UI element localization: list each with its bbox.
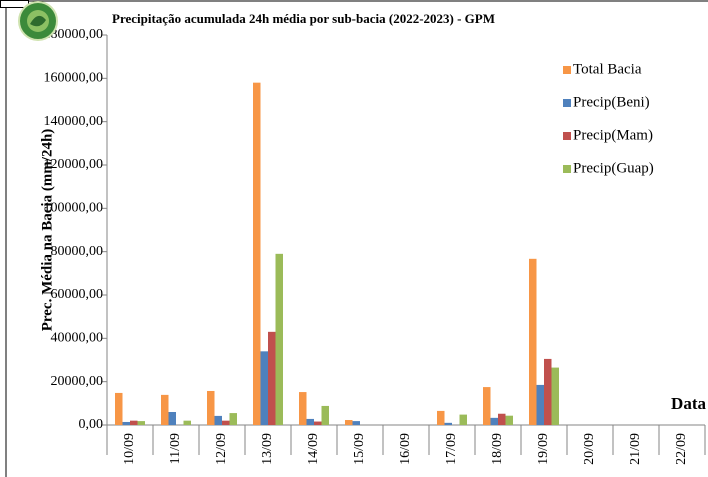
y-tick-label: 40000,00: [51, 331, 104, 346]
x-tick-label: 12/09: [214, 433, 229, 465]
x-tick-label: 14/09: [306, 433, 321, 465]
x-tick-label: 20/09: [582, 433, 597, 465]
legend-swatch: [563, 66, 571, 74]
bar: [115, 392, 123, 425]
bar: [222, 420, 230, 425]
x-tick-label: 11/09: [168, 433, 183, 464]
x-tick-label: 19/09: [536, 433, 551, 465]
bar: [459, 414, 467, 425]
x-tick-label: 18/09: [490, 433, 505, 465]
bar: [321, 405, 329, 425]
legend-label: Precip(Beni): [573, 94, 650, 110]
x-tick-label: 21/09: [628, 433, 643, 465]
bar: [229, 413, 237, 425]
plot-area: 0,00 20000,00 40000,00 60000,00 80000,00 1000…: [44, 27, 706, 465]
legend-label: Total Bacia: [573, 61, 642, 77]
x-tick-label: 13/09: [260, 433, 275, 465]
legend-swatch: [563, 99, 571, 107]
bar: [183, 420, 191, 425]
bar: [536, 384, 544, 425]
bar: [444, 422, 452, 425]
bar: [529, 258, 537, 425]
y-tick-label: 140000,00: [44, 114, 104, 129]
bar: [505, 415, 513, 425]
bar: [161, 394, 169, 425]
y-tick-label: 160000,00: [44, 71, 104, 86]
bar: [314, 421, 322, 425]
bar: [137, 421, 145, 425]
bar: [207, 390, 215, 425]
bar: [551, 367, 559, 425]
x-tick-label: 16/09: [398, 433, 413, 465]
legend-label: Precip(Mam): [573, 127, 653, 143]
bar: [130, 420, 138, 425]
y-tick-label: 60000,00: [51, 287, 104, 302]
y-axis-label: Prec. Média na Bacia (mm/24h): [39, 129, 55, 332]
y-tick-label: 120000,00: [44, 157, 104, 172]
bar: [490, 417, 498, 425]
bar: [352, 421, 360, 425]
legend-swatch: [563, 132, 571, 140]
y-tick-label: 80000,00: [51, 244, 104, 259]
chart-title: Precipitação acumulada 24h média por sub…: [112, 11, 495, 26]
bar: [268, 331, 276, 425]
bar: [260, 351, 268, 425]
bar: [275, 253, 283, 425]
bar: [437, 410, 445, 425]
bar: [544, 358, 552, 425]
bar: [168, 412, 176, 425]
legend-label: Precip(Guap): [573, 160, 654, 176]
y-tick-label: 0,00: [79, 417, 104, 432]
legend-swatch: [563, 165, 571, 173]
logo: [18, 1, 58, 41]
bar: [345, 420, 353, 425]
x-axis-label: Data: [671, 394, 706, 413]
x-tick-label: 15/09: [352, 433, 367, 465]
y-tick-label: 20000,00: [51, 374, 104, 389]
bar: [306, 418, 314, 425]
bar: [253, 82, 261, 426]
x-tick-label: 22/09: [674, 433, 689, 465]
y-tick-label: 100000,00: [44, 201, 104, 216]
y-tick-label: 180000,00: [44, 27, 104, 42]
bar: [498, 413, 506, 425]
bar: [299, 392, 307, 425]
x-tick-label: 17/09: [444, 433, 459, 465]
bar: [214, 415, 222, 425]
bar: [122, 421, 130, 425]
bar: [483, 387, 491, 425]
x-tick-label: 10/09: [122, 433, 137, 465]
